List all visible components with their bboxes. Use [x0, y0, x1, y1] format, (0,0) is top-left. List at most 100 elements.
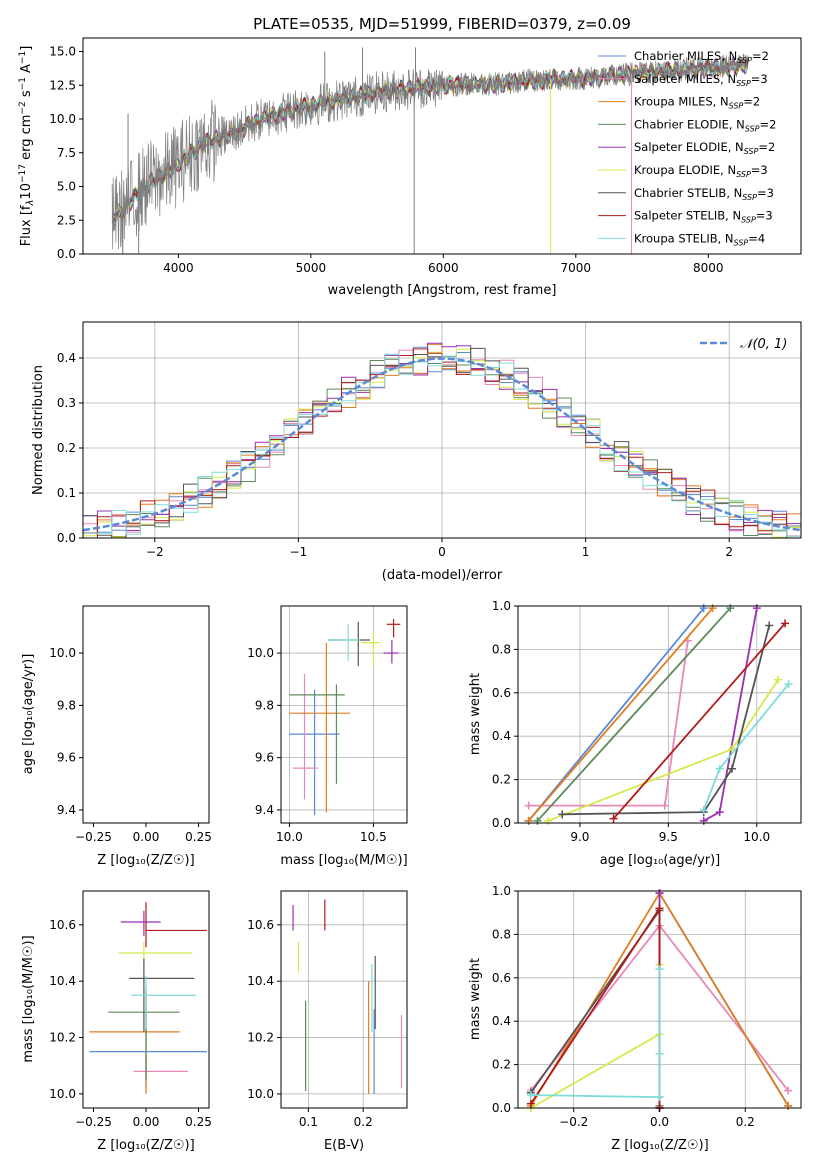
legend-label: Kroupa STELIB, NSSP=4 — [634, 231, 765, 247]
legend-label-sub: SSP — [729, 102, 744, 111]
y-tick-label: 0.4 — [492, 729, 511, 743]
legend-label-sub: SSP — [744, 147, 759, 156]
x-tick-label: 10.5 — [360, 830, 387, 844]
weight-marker — [774, 675, 783, 684]
x-tick-label: 0.2 — [736, 1115, 755, 1129]
y-tick-label: 9.4 — [57, 803, 76, 817]
x-tick-label: −1 — [290, 545, 308, 559]
spectrum-ylabel: Flux [fλ10−17 erg cm−2 s−1 A−1] — [18, 46, 36, 247]
y-tick-label: 15.0 — [49, 45, 76, 59]
legend-label-text: Salpeter ELODIE, N — [634, 140, 744, 154]
legend-label-value: =3 — [751, 72, 768, 86]
y-tick-label: 10.4 — [49, 974, 76, 988]
weights-vs-z-ylabel: mass weight — [468, 958, 483, 1040]
residual-histogram-line — [83, 342, 801, 534]
mass-vs-z-ylabel: mass [log₁₀(M/M☉)] — [21, 935, 36, 1062]
x-tick-label: −0.2 — [559, 1115, 588, 1129]
mass-vs-z-xlabel: Z [log₁₀(Z/Z☉)] — [97, 1138, 194, 1153]
weights-vs-age-panel: 9.0 9.5 10.0 0.0 0.2 0.4 0.6 0.8 1.0 age [log₁₀(… — [468, 599, 802, 868]
y-tick-label: 10.2 — [49, 1031, 76, 1045]
weight-line — [562, 625, 771, 816]
mass-vs-ebv-axes-frame — [280, 890, 408, 1109]
y-tick-label: 0.8 — [492, 927, 511, 941]
x-tick-label: 7000 — [561, 261, 592, 275]
residuals-xlabel: (data-model)/error — [382, 568, 503, 583]
y-tick-label: 10.6 — [247, 918, 274, 932]
age-vs-mass-xlabel: mass [log₁₀(M/M☉)] — [280, 853, 407, 868]
y-tick-label: 10.0 — [247, 646, 274, 660]
weight-marker — [655, 1049, 664, 1058]
y-tick-label: 0.6 — [492, 971, 511, 985]
weight-marker — [655, 965, 664, 974]
x-tick-label: 9.0 — [570, 830, 589, 844]
y-tick-label: 0.8 — [492, 642, 511, 656]
y-tick-label: 0.2 — [492, 1058, 511, 1072]
legend-label-text: Chabrier ELODIE, N — [634, 117, 745, 131]
residuals-ylabel: Normed distribution — [31, 365, 46, 495]
x-tick-label: 6000 — [428, 261, 459, 275]
weight-marker — [609, 814, 618, 823]
y-tick-label: 9.8 — [255, 698, 274, 712]
x-tick-label: 10.0 — [743, 830, 770, 844]
legend-label-sub: SSP — [736, 170, 751, 179]
legend-label: Chabrier MILES, NSSP=2 — [634, 49, 769, 65]
x-tick-label: −0.25 — [75, 1115, 112, 1129]
y-tick-label: 9.8 — [57, 698, 76, 712]
legend-label: Chabrier ELODIE, NSSP=2 — [634, 117, 776, 133]
legend-label-text: Salpeter STELIB, N — [634, 209, 741, 223]
legend-label-text: Kroupa STELIB, N — [634, 231, 734, 245]
spectrum-xlabel: wavelength [Angstrom, rest frame] — [328, 283, 557, 298]
gaussian-curve — [83, 357, 801, 532]
x-tick-label: 0 — [438, 545, 446, 559]
y-tick-label: 0.2 — [57, 441, 76, 455]
mass-vs-ebv-panel: 0.1 0.2 10.0 10.2 10.4 10.6 E(B-V) — [247, 890, 408, 1153]
y-tick-label: 5.0 — [57, 180, 76, 194]
y-tick-label: 10.6 — [49, 918, 76, 932]
data-spectrum-line — [111, 53, 749, 253]
legend-label: Chabrier STELIB, NSSP=3 — [634, 186, 774, 202]
x-tick-label: 4000 — [163, 261, 194, 275]
y-tick-label: 0.0 — [492, 1101, 511, 1115]
y-tick-label: 10.0 — [49, 646, 76, 660]
y-tick-label: 9.4 — [255, 803, 274, 817]
weight-line — [536, 607, 731, 822]
x-tick-label: 1 — [582, 545, 590, 559]
x-tick-label: 0.2 — [354, 1115, 373, 1129]
x-tick-label: 2 — [725, 545, 733, 559]
weight-marker — [655, 904, 664, 913]
y-tick-label: 0.1 — [57, 486, 76, 500]
legend-label-value: =2 — [760, 117, 777, 131]
legend-label-value: =2 — [743, 95, 760, 109]
weight-marker — [784, 1086, 793, 1095]
figure-title: PLATE=0535, MJD=51999, FIBERID=0379, z=0… — [253, 15, 631, 33]
y-tick-label: 0.4 — [492, 1014, 511, 1028]
legend-label-sub: SSP — [742, 193, 757, 202]
x-tick-label: 10.0 — [276, 830, 303, 844]
x-tick-label: 8000 — [693, 261, 724, 275]
y-tick-label: 9.6 — [255, 751, 274, 765]
y-tick-label: 7.5 — [57, 146, 76, 160]
y-tick-label: 0.0 — [57, 247, 76, 261]
legend-label-text: Kroupa MILES, N — [634, 95, 729, 109]
y-tick-label: 2.5 — [57, 213, 76, 227]
age-vs-z-ylabel: age [log₁₀(age/yr)] — [21, 654, 36, 775]
y-tick-label: 10.0 — [247, 1087, 274, 1101]
legend-label-sub: SSP — [737, 56, 752, 65]
weight-line — [530, 969, 661, 1099]
legend-label-sub: SSP — [745, 124, 760, 133]
residuals-panel: −2 −1 0 1 2 0.0 0.1 0.2 0.3 0.4 (data-model)/erro… — [31, 321, 802, 583]
spectrum-panel: PLATE=0535, MJD=51999, FIBERID=0379, z=0… — [18, 15, 802, 298]
x-tick-label: 0.0 — [650, 1115, 669, 1129]
weight-marker — [699, 805, 708, 814]
mass-vs-z-panel: −0.25 0.00 0.25 10.0 10.2 10.4 10.6 Z [log₁₀(Z… — [21, 890, 212, 1153]
y-tick-label: 0.3 — [57, 396, 76, 410]
x-tick-label: 0.00 — [133, 1115, 160, 1129]
weights-vs-age-ylabel: mass weight — [468, 673, 483, 755]
y-tick-label: 0.0 — [57, 531, 76, 545]
legend-label-value: =3 — [756, 209, 773, 223]
legend-label-value: =3 — [751, 163, 768, 177]
legend-label-text: Salpeter MILES, N — [634, 72, 736, 86]
y-tick-label: 12.5 — [49, 78, 76, 92]
weight-marker — [784, 680, 793, 689]
